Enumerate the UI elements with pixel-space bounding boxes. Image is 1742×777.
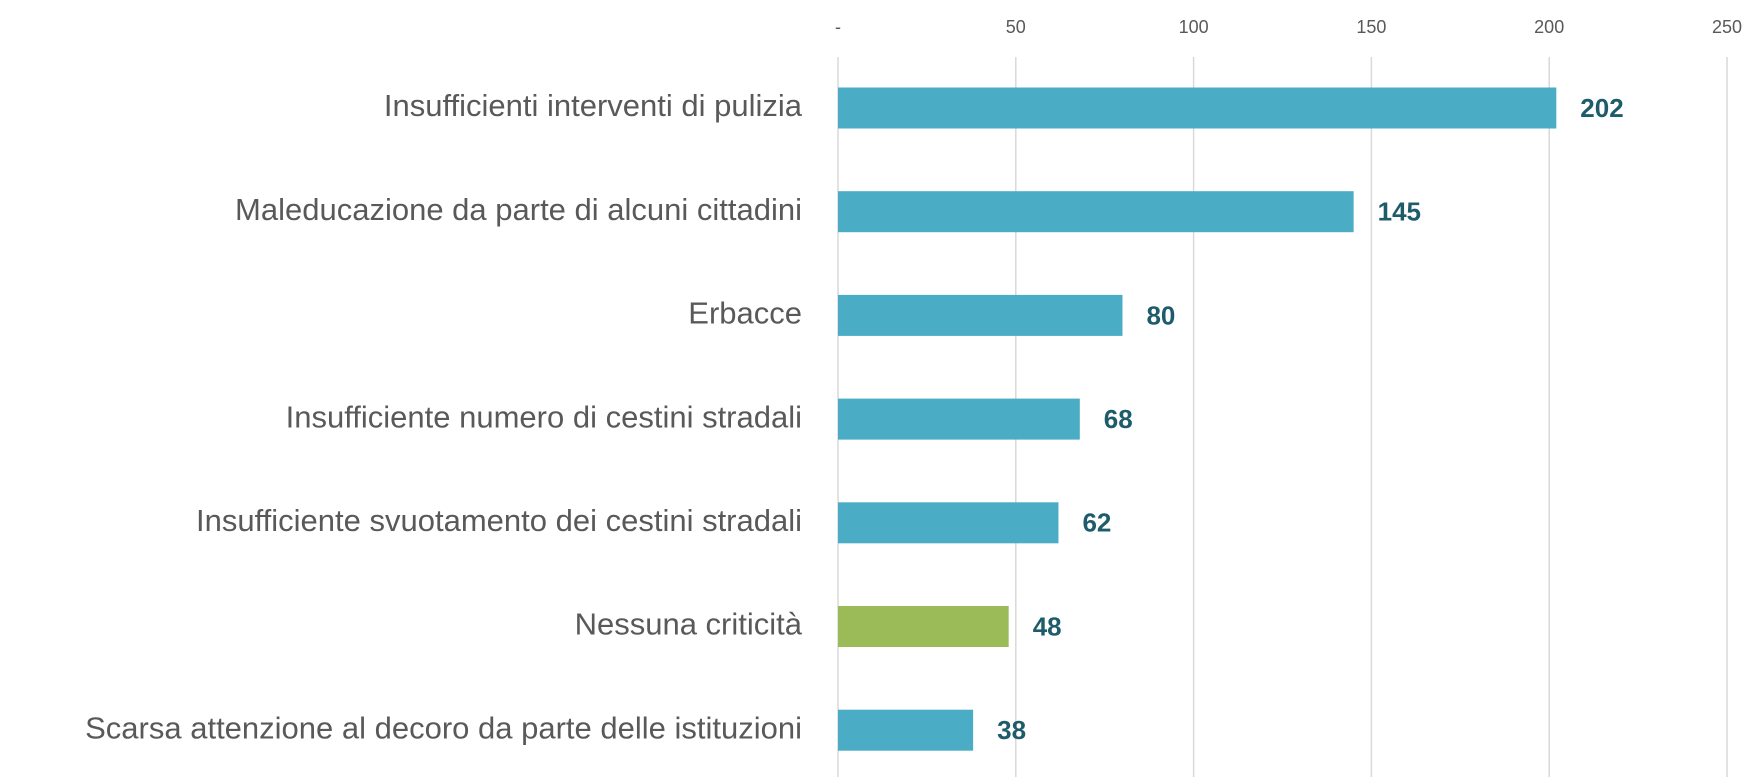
- category-label: Maleducazione da parte di alcuni cittadi…: [235, 192, 802, 227]
- data-label: 48: [1033, 611, 1062, 641]
- data-label: 202: [1580, 93, 1623, 123]
- x-tick-label: 150: [1356, 17, 1386, 37]
- category-label: Nessuna criticità: [575, 607, 803, 642]
- x-tick-label: 200: [1534, 17, 1564, 37]
- category-label: Insufficiente numero di cestini stradali: [286, 399, 802, 434]
- data-label: 62: [1082, 508, 1111, 538]
- bar: [838, 398, 1080, 440]
- data-label: 38: [997, 715, 1026, 745]
- x-tick-label: 250: [1712, 17, 1742, 37]
- category-label: Scarsa attenzione al decoro da parte del…: [85, 710, 802, 745]
- data-label: 80: [1146, 300, 1175, 330]
- x-tick-label: -: [835, 17, 841, 37]
- category-label: Insufficienti interventi di pulizia: [384, 88, 803, 123]
- bar: [838, 191, 1354, 233]
- data-label: 145: [1378, 197, 1421, 227]
- bar: [838, 709, 974, 751]
- x-tick-label: 50: [1006, 17, 1026, 37]
- data-label: 68: [1104, 404, 1133, 434]
- bar: [838, 502, 1059, 544]
- bar: [838, 294, 1123, 336]
- bar: [838, 606, 1009, 647]
- category-label: Erbacce: [688, 296, 802, 331]
- category-label: Insufficiente svuotamento dei cestini st…: [196, 503, 802, 538]
- bar: [838, 87, 1557, 129]
- x-tick-label: 100: [1179, 17, 1209, 37]
